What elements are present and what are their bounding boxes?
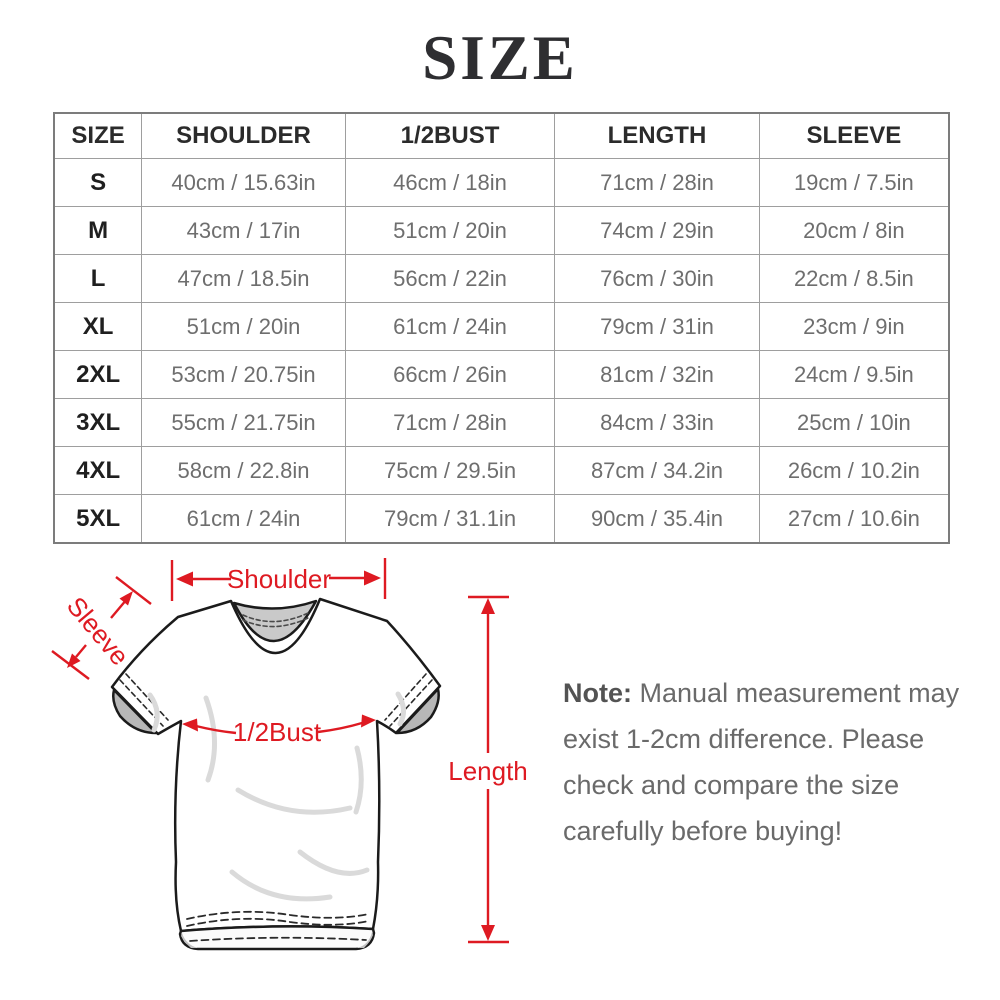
value-cell: 84cm / 33in [554, 398, 760, 447]
value-cell: 79cm / 31in [554, 302, 760, 351]
note-label: Note: [563, 678, 632, 708]
size-cell: S [53, 158, 143, 207]
value-cell: 71cm / 28in [344, 398, 556, 447]
sleeve-arrow [51, 576, 152, 680]
value-cell: 40cm / 15.63in [141, 158, 346, 207]
note-text: Manual measurement may exist 1-2cm diffe… [563, 678, 960, 846]
value-cell: 74cm / 29in [554, 206, 760, 255]
value-cell: 58cm / 22.8in [141, 446, 346, 495]
page-title: SIZE [422, 23, 578, 93]
size-cell: 2XL [53, 350, 143, 399]
table-row: 3XL 55cm / 21.75in 71cm / 28in 84cm / 33in 2… [53, 398, 950, 447]
tshirt-collar [232, 599, 318, 643]
table-row: S 40cm / 15.63in 46cm / 18in 71cm / 28in 19c… [53, 158, 950, 207]
value-cell: 46cm / 18in [344, 158, 556, 207]
value-cell: 76cm / 30in [554, 254, 760, 303]
value-cell: 20cm / 8in [758, 206, 950, 255]
value-cell: 56cm / 22in [344, 254, 556, 303]
tshirt-body [110, 597, 442, 933]
table-row: L 47cm / 18.5in 56cm / 22in 76cm / 30in 22cm… [53, 254, 950, 303]
value-cell: 61cm / 24in [141, 494, 346, 544]
value-cell: 90cm / 35.4in [554, 494, 760, 544]
length-arrow [468, 595, 509, 944]
table-row: XL 51cm / 20in 61cm / 24in 79cm / 31in 23cm … [53, 302, 950, 351]
value-cell: 66cm / 26in [344, 350, 556, 399]
hem-stitches [186, 910, 370, 942]
value-cell: 51cm / 20in [344, 206, 556, 255]
table-row: 5XL 61cm / 24in 79cm / 31.1in 90cm / 35.4in… [53, 494, 950, 544]
col-header-shoulder: SHOULDER [141, 112, 346, 159]
measurement-note: Note: Manual measurement may exist 1-2cm… [563, 670, 965, 854]
value-cell: 55cm / 21.75in [141, 398, 346, 447]
size-cell: 5XL [53, 494, 143, 544]
size-cell: M [53, 206, 143, 255]
value-cell: 22cm / 8.5in [758, 254, 950, 303]
size-cell: 3XL [53, 398, 143, 447]
value-cell: 87cm / 34.2in [554, 446, 760, 495]
tshirt-hem-shadow-right [357, 932, 373, 948]
size-cell: XL [53, 302, 143, 351]
value-cell: 24cm / 9.5in [758, 350, 950, 399]
value-cell: 47cm / 18.5in [141, 254, 346, 303]
value-cell: 71cm / 28in [554, 158, 760, 207]
size-table: SIZE SHOULDER 1/2BUST LENGTH SLEEVE S 40c… [53, 112, 950, 544]
length-label: Length [448, 756, 528, 786]
size-cell: L [53, 254, 143, 303]
value-cell: 51cm / 20in [141, 302, 346, 351]
value-cell: 81cm / 32in [554, 350, 760, 399]
value-cell: 61cm / 24in [344, 302, 556, 351]
tshirt-graphic [110, 597, 442, 951]
shoulder-label: Shoulder [227, 564, 331, 594]
bust-arrow [182, 714, 376, 735]
value-cell: 27cm / 10.6in [758, 494, 950, 544]
shoulder-arrow [170, 558, 387, 601]
tshirt-hem-shadow-left [181, 933, 198, 948]
table-header-row: SIZE SHOULDER 1/2BUST LENGTH SLEEVE [53, 112, 950, 159]
col-header-sleeve: SLEEVE [758, 112, 950, 159]
fabric-folds [147, 691, 406, 902]
col-header-size: SIZE [53, 112, 143, 159]
value-cell: 19cm / 7.5in [758, 158, 950, 207]
collar-stitch [242, 612, 309, 628]
left-cuff [112, 688, 158, 735]
value-cell: 25cm / 10in [758, 398, 950, 447]
size-table-grid: SIZE SHOULDER 1/2BUST LENGTH SLEEVE S 40c… [53, 112, 950, 544]
value-cell: 23cm / 9in [758, 302, 950, 351]
value-cell: 26cm / 10.2in [758, 446, 950, 495]
bust-label: 1/2Bust [233, 717, 322, 747]
right-cuff [395, 687, 440, 735]
value-cell: 79cm / 31.1in [344, 494, 556, 544]
value-cell: 75cm / 29.5in [344, 446, 556, 495]
table-row: 4XL 58cm / 22.8in 75cm / 29.5in 87cm / 34.2… [53, 446, 950, 495]
